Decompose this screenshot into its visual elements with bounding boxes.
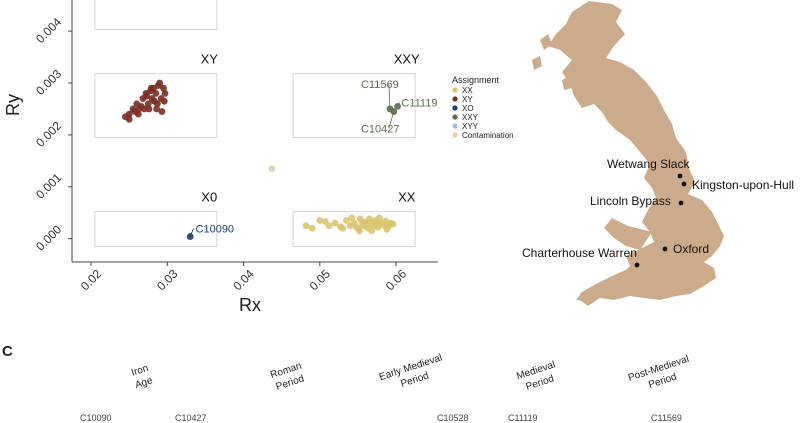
data-point [150,97,158,105]
x-axis-title: Rx [239,295,261,315]
data-point [348,214,356,222]
region-box [94,211,218,247]
period-label-medieval: Medieval Period [515,359,557,393]
legend-label: XO [462,104,474,113]
legend-label: Contamination [462,131,514,140]
data-point [365,215,373,223]
data-point [375,214,383,222]
region-label: X0 [201,189,217,204]
legend-label: XY [462,95,473,104]
data-point [308,224,316,232]
legend-label: XX [462,86,473,95]
data-point [145,105,153,113]
annotation-leader [189,228,194,237]
sample-id: C10427 [175,413,207,423]
data-point [360,222,368,230]
data-point [302,222,310,230]
data-point [153,105,161,113]
data-point [368,227,376,235]
data-point [268,165,276,173]
sample-id: C11569 [651,413,682,423]
data-point [147,84,155,92]
site-marker [681,181,687,187]
period-label-roman: Roman Period [269,360,306,393]
legend-swatch [452,132,458,138]
data-point [383,225,391,233]
legend-swatch [452,123,458,129]
data-point [337,223,344,231]
site-label: Oxford [673,242,709,256]
legend-swatch [452,96,458,102]
site-label: Kingston-upon-Hull [692,178,794,192]
region-box [292,73,416,138]
panel-letter: C [2,343,13,360]
data-point [389,220,397,228]
data-point [143,92,151,100]
wales-peninsula [604,218,652,250]
site-marker [678,200,684,206]
data-point [160,84,167,92]
region-box [292,211,416,247]
data-point [331,219,339,227]
site-marker [634,262,640,268]
data-point [316,217,324,224]
site-label: Wetwang Slack [607,157,690,171]
data-point [125,110,133,118]
annotation-leader [388,84,391,109]
region-label: XY [201,51,219,66]
region-label: XX [398,189,416,204]
y-axis-title: Ry [3,94,23,116]
point-label: C10090 [196,223,235,235]
point-label: C10427 [361,123,400,135]
sample-id: C11119 [508,413,538,423]
data-point [135,105,143,113]
great-britain-landmass [548,1,724,306]
data-point [321,218,329,225]
site-label: Lincoln Bypass [590,194,671,208]
legend-label: XXY [462,113,479,122]
legend-title: Assignment [452,75,500,85]
data-point [160,97,168,105]
data-point [353,223,360,231]
data-point [152,89,160,97]
scottish-islands [532,34,572,90]
site-label: Charterhouse Warren [522,246,637,260]
data-point [343,217,350,224]
data-point [125,115,133,123]
data-point [154,82,162,90]
sample-id: C10090 [80,413,112,423]
region-box [94,0,218,31]
sample-id: C10528 [437,413,469,423]
site-marker [677,173,683,179]
period-label-post-medieval: Post-Medieval Period [626,353,691,391]
annotation-leader [397,102,400,107]
point-label: C11569 [361,79,399,91]
data-points [121,79,401,240]
period-label-early-medieval: Early Medieval Period [377,352,444,390]
cornwall-peninsula [576,268,630,302]
data-point [144,100,152,108]
region-label: XXY [394,51,420,66]
legend-swatch [452,87,458,93]
point-label: C11119 [401,97,437,109]
legend-label: XYY [462,122,479,131]
site-marker [662,246,668,252]
region-boxes: XY XXY X0 XX [94,0,420,247]
data-point [158,108,166,115]
data-point [373,220,381,228]
data-point [161,89,169,97]
period-label-iron-age: Iron Age [129,362,155,392]
data-point [356,215,364,223]
legend-swatch [452,105,458,111]
region-box [94,73,218,138]
annotation-leader [388,111,395,129]
legend-swatch [452,114,458,120]
data-point [381,217,389,225]
